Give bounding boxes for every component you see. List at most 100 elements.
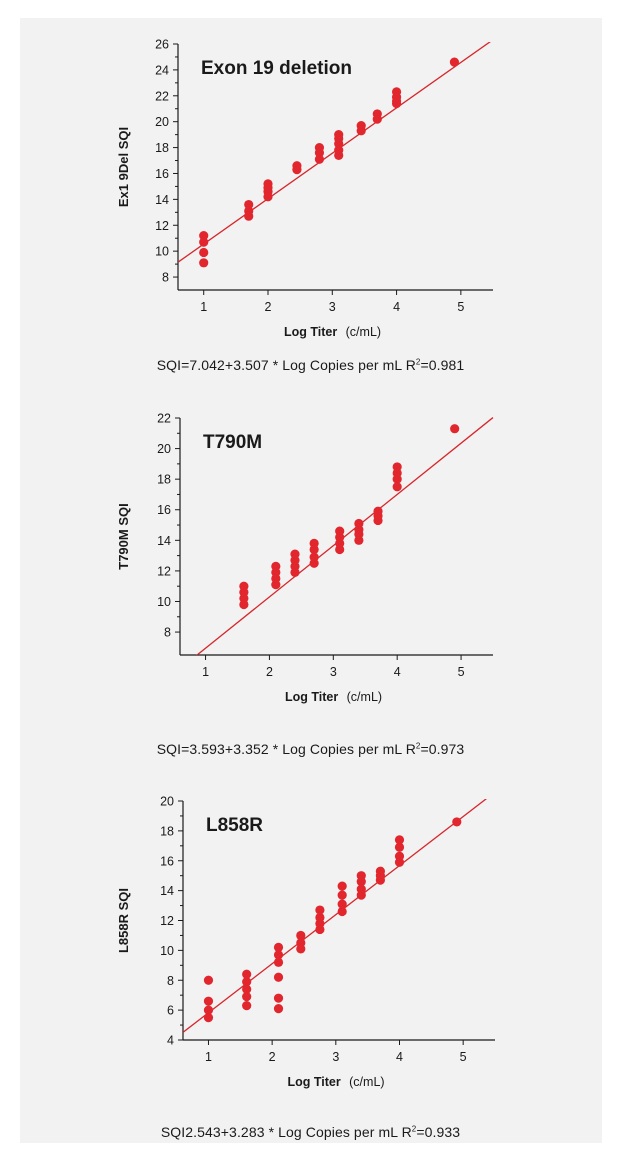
chart-title: Exon 19 deletion (201, 58, 352, 79)
data-point (337, 899, 347, 909)
data-point (239, 581, 249, 591)
y-tick-label: 12 (160, 914, 174, 928)
y-axis-label: Ex1 9Del SQI (116, 127, 131, 207)
data-point (203, 1005, 214, 1015)
y-tick-label: 22 (157, 412, 171, 426)
y-tick-label: 22 (155, 89, 169, 103)
x-tick-label: 2 (266, 665, 273, 679)
data-point (271, 561, 281, 571)
caption-text: SQI=7.042+3.507 * Log Copies per mL R (156, 357, 416, 373)
x-tick-label: 5 (458, 665, 465, 679)
data-point (394, 842, 405, 852)
data-point (452, 817, 462, 827)
caption-superscript: 2 (415, 357, 421, 367)
x-axis-label-unit: (c/mL) (349, 1075, 384, 1089)
data-point (314, 142, 325, 153)
y-tick-label: 24 (155, 63, 169, 77)
y-tick-label: 6 (167, 1004, 174, 1018)
x-tick-label: 3 (332, 1050, 339, 1064)
x-axis-label: Log Titer (c/mL) (287, 1073, 384, 1090)
y-tick-label: 4 (167, 1034, 174, 1048)
data-point (242, 992, 252, 1002)
data-point (309, 538, 319, 548)
y-tick-label: 14 (160, 884, 174, 898)
y-tick-label: 10 (157, 595, 171, 609)
y-tick-label: 14 (155, 193, 169, 207)
data-point (244, 206, 254, 216)
data-point (334, 130, 344, 140)
x-tick-label: 3 (330, 665, 337, 679)
caption-value: =0.973 (420, 741, 465, 757)
data-point (373, 506, 383, 516)
y-tick-label: 20 (157, 442, 171, 456)
data-point (242, 1001, 252, 1011)
data-point (314, 154, 325, 164)
chart-title: T790M (203, 432, 262, 453)
data-point (392, 482, 402, 492)
y-tick-label: 12 (155, 219, 169, 233)
caption-t790m: SQI=3.593+3.352 * Log Copies per mL R2=0… (0, 741, 621, 757)
data-point (242, 984, 252, 994)
y-tick-label: 10 (160, 944, 174, 958)
caption-value: =0.981 (420, 357, 465, 373)
x-axis-label-main: Log Titer (284, 325, 337, 339)
data-point (203, 975, 214, 985)
y-tick-label: 10 (155, 245, 169, 259)
data-point (296, 938, 306, 948)
x-tick-label: 4 (393, 300, 400, 314)
data-point (199, 231, 209, 241)
caption-text: SQI=3.593+3.352 * Log Copies per mL R (156, 741, 416, 757)
y-tick-label: 8 (167, 974, 174, 988)
x-tick-label: 1 (202, 665, 209, 679)
x-tick-label: 5 (457, 300, 464, 314)
data-point (335, 526, 345, 536)
x-tick-label: 4 (396, 1050, 403, 1064)
data-point (315, 905, 325, 915)
x-tick-label: 1 (205, 1050, 212, 1064)
y-tick-label: 18 (157, 473, 171, 487)
data-point (356, 120, 366, 131)
data-point (263, 179, 273, 189)
x-axis-label-main: Log Titer (285, 690, 338, 704)
y-axis-label: L858R SQI (116, 888, 131, 953)
data-point (273, 957, 284, 967)
y-tick-label: 16 (160, 854, 174, 868)
data-point (199, 258, 209, 268)
data-point (337, 881, 347, 891)
data-point (273, 950, 284, 960)
y-axis-label: T790M SQI (116, 503, 131, 569)
data-point (394, 851, 405, 861)
x-tick-label: 3 (329, 300, 336, 314)
y-tick-label: 26 (155, 38, 169, 52)
data-point (391, 87, 402, 97)
caption-text: SQI2.543+3.283 * Log Copies per mL R (160, 1124, 412, 1140)
y-tick-label: 16 (157, 503, 171, 517)
y-tick-label: 12 (157, 564, 171, 578)
data-point (296, 930, 306, 941)
data-point (290, 549, 300, 559)
caption-l858r: SQI2.543+3.283 * Log Copies per mL R2=0.… (0, 1124, 621, 1140)
x-tick-label: 2 (269, 1050, 276, 1064)
x-axis-label: Log Titer (c/mL) (284, 323, 381, 340)
x-tick-label: 1 (200, 300, 207, 314)
x-tick-label: 5 (460, 1050, 467, 1064)
data-point (273, 972, 284, 982)
data-point (244, 199, 254, 210)
data-point (394, 835, 405, 845)
data-point (273, 1004, 284, 1014)
x-axis-label-unit: (c/mL) (347, 690, 382, 704)
y-tick-label: 14 (157, 534, 171, 548)
data-point (203, 1012, 214, 1023)
x-axis-label: Log Titer (c/mL) (285, 688, 382, 705)
data-point (337, 890, 347, 900)
data-point (337, 906, 347, 917)
data-point (273, 993, 284, 1003)
caption-superscript: 2 (411, 1124, 417, 1134)
y-tick-label: 8 (162, 271, 169, 285)
data-point (203, 996, 214, 1006)
